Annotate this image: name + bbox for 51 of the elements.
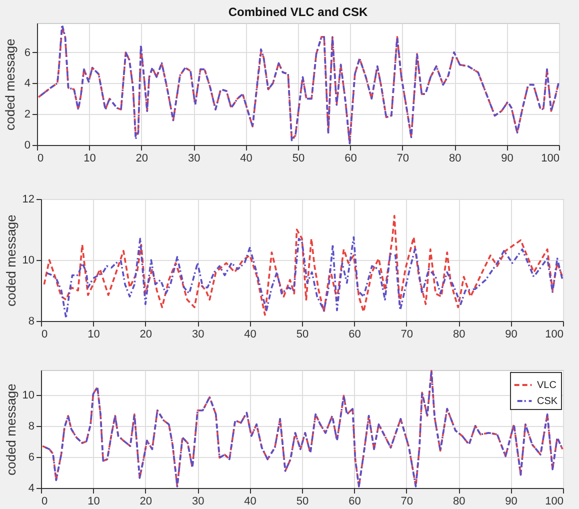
legend-label: CSK — [537, 396, 558, 407]
x-tick-label: 80 — [452, 328, 466, 340]
y-tick-label: 12 — [22, 194, 34, 206]
x-tick-label: 70 — [396, 152, 410, 164]
x-tick-label: 90 — [505, 328, 518, 340]
x-tick-label: 10 — [88, 496, 100, 508]
x-tick-label: 100 — [545, 328, 564, 340]
y-axis-title: coded message — [3, 214, 18, 306]
x-tick-label: 0 — [38, 152, 44, 164]
x-tick-label: 90 — [501, 152, 514, 164]
y-tick-label: 2 — [24, 108, 30, 121]
x-tick-label: 100 — [545, 496, 564, 508]
x-tick-label: 20 — [140, 496, 152, 508]
x-tick-label: 40 — [244, 496, 256, 508]
x-tick-label: 20 — [136, 152, 148, 164]
x-tick-label: 20 — [140, 328, 152, 340]
x-tick-label: 50 — [296, 496, 309, 508]
x-tick-label: 50 — [292, 152, 305, 164]
x-tick-label: 70 — [400, 328, 414, 340]
y-tick-label: 4 — [24, 78, 30, 90]
x-tick-label: 40 — [244, 328, 256, 340]
x-tick-label: 70 — [400, 496, 414, 508]
chart-title: Combined VLC and CSK — [228, 5, 368, 19]
x-tick-label: 10 — [88, 328, 100, 340]
y-tick-label: 0 — [24, 140, 30, 152]
y-tick-label: 8 — [28, 316, 34, 328]
line-series — [43, 214, 564, 316]
x-tick-label: 100 — [541, 152, 560, 164]
x-tick-label: 40 — [240, 152, 252, 164]
legend-label: VLC — [537, 380, 556, 391]
x-tick-label: 30 — [192, 496, 204, 508]
x-tick-label: 0 — [42, 328, 48, 340]
y-tick-label: 8 — [28, 420, 34, 432]
y-tick-label: 4 — [28, 482, 34, 494]
x-tick-label: 80 — [448, 152, 462, 164]
x-tick-label: 0 — [42, 496, 48, 508]
y-axis-title: coded message — [3, 384, 18, 476]
x-tick-label: 80 — [452, 496, 466, 508]
x-tick-label: 60 — [348, 496, 361, 508]
x-tick-label: 10 — [84, 152, 96, 164]
y-tick-label: 6 — [28, 451, 34, 464]
y-tick-label: 10 — [22, 254, 34, 266]
y-tick-label: 10 — [22, 389, 34, 402]
x-tick-label: 60 — [348, 328, 361, 340]
y-axis-title: coded message — [2, 38, 18, 130]
x-tick-label: 60 — [344, 152, 357, 164]
x-tick-label: 50 — [296, 328, 309, 340]
x-tick-label: 90 — [505, 496, 518, 508]
x-tick-label: 30 — [188, 152, 200, 164]
y-tick-label: 6 — [24, 46, 30, 59]
x-tick-label: 30 — [192, 328, 204, 340]
